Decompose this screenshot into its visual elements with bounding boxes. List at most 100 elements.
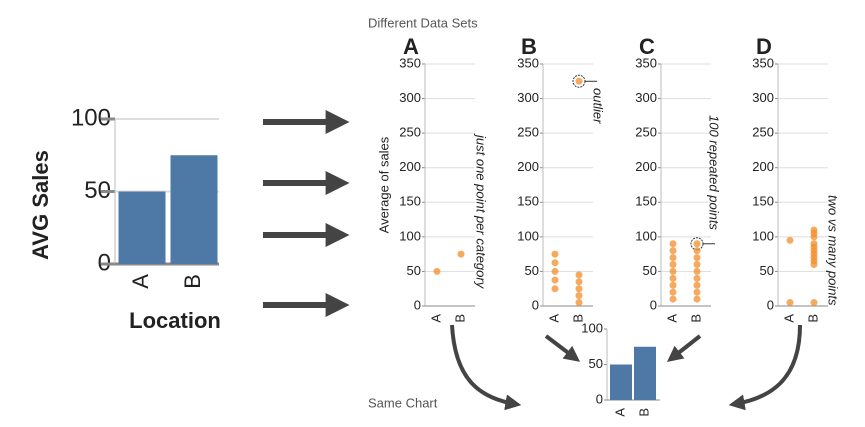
point <box>551 276 559 284</box>
point <box>669 274 677 282</box>
y-tick-label: 50 <box>589 356 603 371</box>
annotation: just one point per category <box>474 133 489 290</box>
x-tick-label: B <box>180 274 205 289</box>
point <box>575 77 583 85</box>
y-tick-label: 200 <box>517 159 539 174</box>
y-tick-label: 50 <box>525 263 539 278</box>
point <box>551 267 559 275</box>
point <box>575 271 583 279</box>
bar <box>634 346 656 400</box>
y-tick-label: 350 <box>399 55 421 70</box>
point <box>693 247 701 255</box>
bar <box>610 364 632 400</box>
y-tick-label: 0 <box>532 297 539 312</box>
arrows <box>263 110 802 411</box>
y-tick-label: 50 <box>760 263 774 278</box>
y-tick-label: 50 <box>407 263 421 278</box>
x-tick-label: A <box>664 314 679 323</box>
point <box>810 299 818 307</box>
point <box>575 278 583 286</box>
point <box>693 261 701 269</box>
point <box>693 295 701 303</box>
y-axis-label: AVG Sales <box>28 150 53 260</box>
point <box>669 254 677 262</box>
y-tick-label: 150 <box>399 194 421 209</box>
x-tick-label: A <box>546 314 561 323</box>
point <box>669 281 677 289</box>
y-tick-label: 100 <box>752 228 774 243</box>
panel-title: C <box>639 34 655 59</box>
y-tick-label: 200 <box>399 159 421 174</box>
annotation: 100 repeated points <box>707 115 722 230</box>
x-axis-label: Location <box>129 308 221 333</box>
y-tick-label: 350 <box>752 55 774 70</box>
point <box>786 236 794 244</box>
y-tick-label: 0 <box>596 391 603 406</box>
annotation: outlier <box>591 88 606 124</box>
x-tick-label: B <box>570 314 585 323</box>
y-tick-label: 150 <box>517 194 539 209</box>
x-tick-label: B <box>636 408 651 417</box>
x-tick-label: B <box>688 314 703 323</box>
point <box>551 250 559 258</box>
y-tick-label: 300 <box>635 90 657 105</box>
y-tick-label: 100 <box>635 228 657 243</box>
point <box>575 285 583 293</box>
y-tick-label: 300 <box>752 90 774 105</box>
y-tick-label: 250 <box>752 125 774 140</box>
caption: Same Chart <box>368 395 438 410</box>
annotation: two vs many points <box>826 195 841 306</box>
y-tick-label: 0 <box>414 297 421 312</box>
point <box>669 261 677 269</box>
x-tick-label: A <box>128 274 153 289</box>
point <box>693 267 701 275</box>
y-tick-label: 250 <box>399 125 421 140</box>
point <box>669 247 677 255</box>
y-tick-label: 200 <box>752 159 774 174</box>
point <box>693 274 701 282</box>
y-tick-label: 300 <box>399 90 421 105</box>
y-tick-label: 0 <box>650 297 657 312</box>
y-tick-label: 350 <box>635 55 657 70</box>
point <box>810 233 818 241</box>
y-tick-label: 100 <box>517 228 539 243</box>
point <box>669 240 677 248</box>
caption: Different Data Sets <box>368 15 478 30</box>
x-tick-label: A <box>612 408 627 417</box>
point <box>433 267 441 275</box>
y-tick-label: 100 <box>399 228 421 243</box>
x-tick-label: A <box>428 314 443 323</box>
panel-title: B <box>521 34 537 59</box>
y-tick-label: 50 <box>643 263 657 278</box>
y-tick-label: 250 <box>517 125 539 140</box>
point <box>669 295 677 303</box>
point <box>693 240 701 248</box>
y-tick-label: 150 <box>752 194 774 209</box>
x-tick-label: B <box>452 314 467 323</box>
y-tick-label: 250 <box>635 125 657 140</box>
point <box>693 281 701 289</box>
point <box>457 250 465 258</box>
panel-title: A <box>403 34 419 59</box>
y-tick-label: 150 <box>635 194 657 209</box>
point <box>669 288 677 296</box>
point <box>693 254 701 262</box>
y-tick-label: 350 <box>517 55 539 70</box>
point <box>575 299 583 307</box>
point <box>575 292 583 300</box>
y-tick-label: 200 <box>635 159 657 174</box>
y-tick-label: 300 <box>517 90 539 105</box>
panel-title: D <box>756 34 772 59</box>
y-tick-label: 0 <box>767 297 774 312</box>
point <box>786 299 794 307</box>
bar <box>118 191 166 264</box>
bar <box>170 155 218 264</box>
y-tick-label: 100 <box>581 320 603 335</box>
x-tick-label: A <box>781 314 796 323</box>
point <box>810 261 818 269</box>
point <box>551 285 559 293</box>
point <box>551 259 559 267</box>
x-tick-label: B <box>805 314 820 323</box>
y-axis-label: Average of sales <box>376 136 391 233</box>
